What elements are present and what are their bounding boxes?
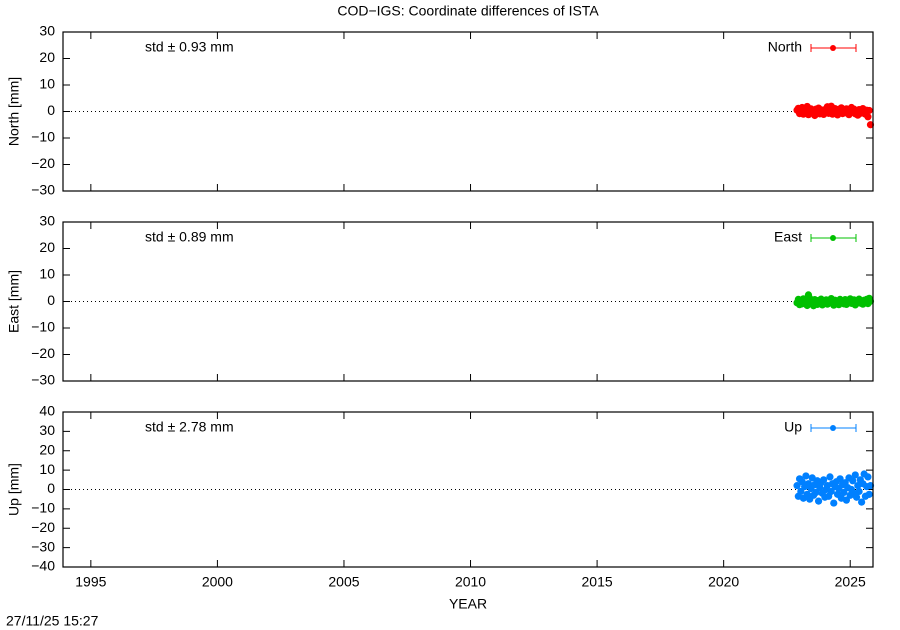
y-tick-label: −20 <box>31 345 55 361</box>
data-point <box>858 498 866 506</box>
data-point <box>820 476 828 484</box>
data-point <box>855 487 863 496</box>
y-tick-label: −30 <box>31 538 55 554</box>
data-point <box>852 493 861 501</box>
y-tick-label: −20 <box>31 155 55 171</box>
y-tick-label: −10 <box>31 129 55 145</box>
y-tick-label: −10 <box>31 319 55 335</box>
y-tick-label: 40 <box>39 403 55 419</box>
legend-swatch <box>830 425 836 431</box>
data-point <box>865 106 873 115</box>
y-tick-label: −40 <box>31 558 55 574</box>
data-point <box>865 490 873 498</box>
x-tick-label: 1995 <box>75 574 106 590</box>
annotation: std ± 0.89 mm <box>145 229 234 245</box>
legend-swatch <box>830 235 836 241</box>
annotation: std ± 2.78 mm <box>145 419 234 435</box>
legend-swatch <box>830 45 836 51</box>
y-axis-label: Up [mm] <box>6 463 22 516</box>
y-tick-label: 0 <box>47 102 55 118</box>
y-axis-label: East [mm] <box>6 270 22 333</box>
data-point <box>830 499 838 507</box>
x-tick-label: 2010 <box>455 574 486 590</box>
data-point <box>812 488 820 497</box>
plot-frame <box>62 221 874 382</box>
data-point <box>814 497 823 505</box>
y-tick-label: 10 <box>39 461 55 477</box>
y-tick-label: −10 <box>31 500 55 516</box>
data-point <box>849 477 857 485</box>
data-point <box>797 487 805 496</box>
annotation: std ± 0.93 mm <box>145 39 234 55</box>
y-tick-label: 20 <box>39 441 55 457</box>
data-point <box>851 471 859 479</box>
legend-label: East <box>774 229 802 245</box>
x-tick-label: 2005 <box>328 574 359 590</box>
data-point <box>864 113 872 121</box>
y-tick-label: 30 <box>39 422 55 438</box>
x-tick-label: 2000 <box>202 574 233 590</box>
y-tick-label: −20 <box>31 519 55 535</box>
data-point <box>827 487 835 496</box>
data-point <box>826 473 834 481</box>
data-point <box>866 121 875 129</box>
x-tick-label: 2015 <box>582 574 613 590</box>
y-tick-label: 30 <box>39 213 55 229</box>
legend-label: North <box>768 39 802 55</box>
y-tick-label: 30 <box>39 23 55 39</box>
y-tick-label: −30 <box>31 372 55 388</box>
y-tick-label: 20 <box>39 49 55 65</box>
y-tick-label: 0 <box>47 292 55 308</box>
x-tick-label: 2020 <box>708 574 739 590</box>
legend-label: Up <box>784 419 802 435</box>
data-point <box>866 482 875 490</box>
data-point <box>842 496 851 504</box>
y-tick-label: −30 <box>31 182 55 198</box>
chart-title: COD−IGS: Coordinate differences of ISTA <box>337 3 599 19</box>
data-point <box>866 297 875 305</box>
y-tick-label: 0 <box>47 480 55 496</box>
data-point <box>840 488 848 497</box>
plot-frame <box>62 31 874 192</box>
data-point <box>793 482 801 490</box>
y-tick-label: 10 <box>39 76 55 92</box>
y-axis-label: North [mm] <box>6 77 22 146</box>
x-tick-label: 2025 <box>835 574 866 590</box>
y-tick-label: 20 <box>39 239 55 255</box>
y-tick-label: 10 <box>39 266 55 282</box>
data-point <box>836 475 844 483</box>
timestamp: 27/11/25 15:27 <box>6 613 99 629</box>
plot-frame <box>62 411 874 568</box>
x-axis-label: YEAR <box>449 596 487 612</box>
data-point <box>864 473 872 481</box>
data-point <box>802 472 810 480</box>
